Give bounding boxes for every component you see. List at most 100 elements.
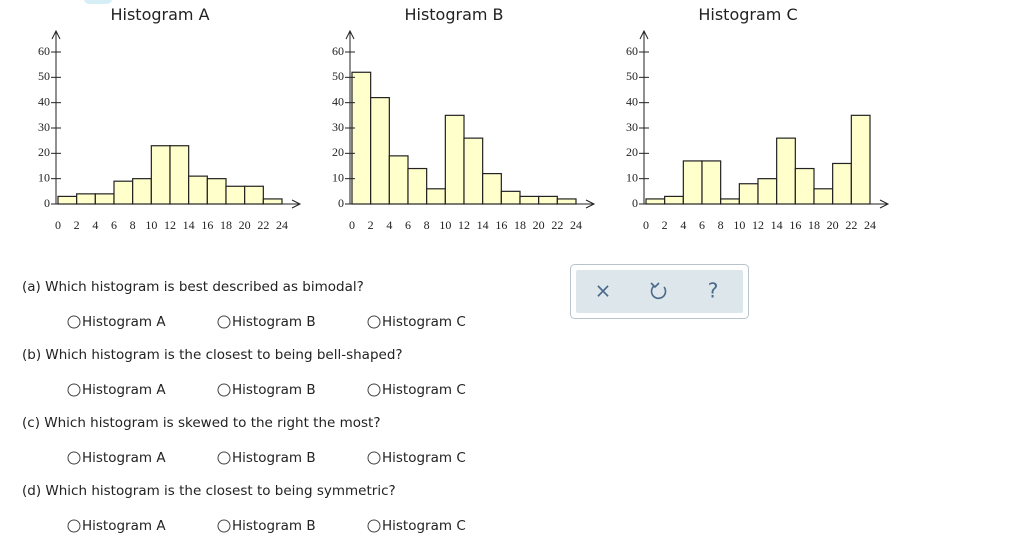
x-tick-label: 10 xyxy=(733,218,745,232)
bar xyxy=(426,188,446,205)
y-tick-label: 50 xyxy=(626,69,638,83)
y-tick-label: 0 xyxy=(338,196,344,210)
y-tick-label: 50 xyxy=(38,69,50,83)
bar xyxy=(738,183,759,205)
question-prompt: (c) Which histogram is skewed to the rig… xyxy=(22,415,381,431)
x-tick-label: 0 xyxy=(643,218,649,232)
chart-title: Histogram A xyxy=(110,5,209,24)
clear-button[interactable]: × xyxy=(595,279,612,303)
x-tick-label: 0 xyxy=(55,218,61,232)
tab-stub xyxy=(84,0,112,4)
x-tick-label: 22 xyxy=(551,218,563,232)
option-label: Histogram B xyxy=(232,518,316,534)
retry-button[interactable] xyxy=(650,282,667,300)
x-tick-label: 12 xyxy=(752,218,764,232)
bar xyxy=(188,175,208,205)
x-tick-label: 22 xyxy=(845,218,857,232)
radio-option[interactable]: Histogram A xyxy=(67,450,166,466)
bar xyxy=(407,167,428,205)
x-tick-label: 24 xyxy=(276,218,288,232)
radio-option[interactable]: Histogram A xyxy=(67,382,166,398)
x-axis-arrow xyxy=(879,199,890,209)
bar xyxy=(244,185,264,205)
radio-option[interactable]: Histogram B xyxy=(217,450,316,466)
option-label: Histogram A xyxy=(82,450,166,466)
radio-option[interactable]: Histogram C xyxy=(367,382,466,398)
radio-button xyxy=(67,383,81,397)
x-tick-label: 16 xyxy=(495,218,507,232)
radio-button xyxy=(217,519,231,533)
x-tick-label: 10 xyxy=(145,218,157,232)
help-button[interactable]: ? xyxy=(708,279,719,303)
x-tick-label: 18 xyxy=(220,218,232,232)
bar xyxy=(351,71,372,205)
bar xyxy=(132,178,152,205)
x-tick-label: 16 xyxy=(201,218,213,232)
x-tick-label: 18 xyxy=(808,218,820,232)
retry-icon xyxy=(650,285,667,300)
x-axis-arrow xyxy=(585,199,596,209)
radio-option[interactable]: Histogram B xyxy=(217,518,316,534)
question: (b) Which histogram is the closest to be… xyxy=(22,347,466,398)
question-prompt: (b) Which histogram is the closest to be… xyxy=(22,347,403,363)
x-tick-label: 8 xyxy=(424,218,430,232)
y-axis-arrow xyxy=(51,29,61,40)
y-axis-arrow xyxy=(345,29,355,40)
bar xyxy=(757,178,778,205)
y-tick-label: 40 xyxy=(38,94,50,108)
radio-button xyxy=(67,519,81,533)
bar xyxy=(169,145,190,205)
option-label: Histogram C xyxy=(382,382,466,398)
y-tick-label: 60 xyxy=(332,44,344,58)
radio-option[interactable]: Histogram B xyxy=(217,314,316,330)
bar xyxy=(76,193,96,205)
x-tick-label: 20 xyxy=(827,218,839,232)
radio-button xyxy=(217,315,231,329)
question-prompt: (a) Which histogram is best described as… xyxy=(22,279,364,295)
bar xyxy=(776,137,796,205)
radio-button xyxy=(367,451,381,465)
radio-button xyxy=(67,315,81,329)
x-tick-label: 8 xyxy=(718,218,724,232)
y-tick-label: 50 xyxy=(332,69,344,83)
x-tick-label: 10 xyxy=(439,218,451,232)
bar xyxy=(225,185,246,205)
chart-title: Histogram C xyxy=(698,5,797,24)
option-label: Histogram A xyxy=(82,518,166,534)
radio-option[interactable]: Histogram C xyxy=(367,450,466,466)
y-tick-label: 0 xyxy=(44,196,50,210)
x-tick-label: 14 xyxy=(477,218,489,232)
bar xyxy=(832,162,852,205)
x-tick-label: 18 xyxy=(514,218,526,232)
x-tick-label: 0 xyxy=(349,218,355,232)
radio-option[interactable]: Histogram C xyxy=(367,314,466,330)
bar xyxy=(262,198,283,205)
bar xyxy=(206,178,227,205)
bar xyxy=(645,198,666,205)
radio-option[interactable]: Histogram C xyxy=(367,518,466,534)
bar xyxy=(720,198,740,205)
x-tick-label: 2 xyxy=(662,218,668,232)
question: (a) Which histogram is best described as… xyxy=(22,279,466,330)
option-label: Histogram A xyxy=(82,314,166,330)
bar xyxy=(519,195,540,205)
bar xyxy=(94,193,115,205)
y-tick-label: 20 xyxy=(626,145,638,159)
radio-option[interactable]: Histogram B xyxy=(217,382,316,398)
radio-option[interactable]: Histogram A xyxy=(67,314,166,330)
x-tick-label: 2 xyxy=(368,218,374,232)
chart-title: Histogram B xyxy=(404,5,503,24)
y-tick-label: 10 xyxy=(38,170,50,184)
bar xyxy=(500,190,521,205)
x-tick-label: 22 xyxy=(257,218,269,232)
bar xyxy=(682,160,703,205)
question: (c) Which histogram is skewed to the rig… xyxy=(22,415,466,466)
y-tick-label: 10 xyxy=(332,170,344,184)
radio-button xyxy=(67,451,81,465)
radio-option[interactable]: Histogram A xyxy=(67,518,166,534)
radio-button xyxy=(367,519,381,533)
option-label: Histogram B xyxy=(232,450,316,466)
bar xyxy=(538,195,558,205)
